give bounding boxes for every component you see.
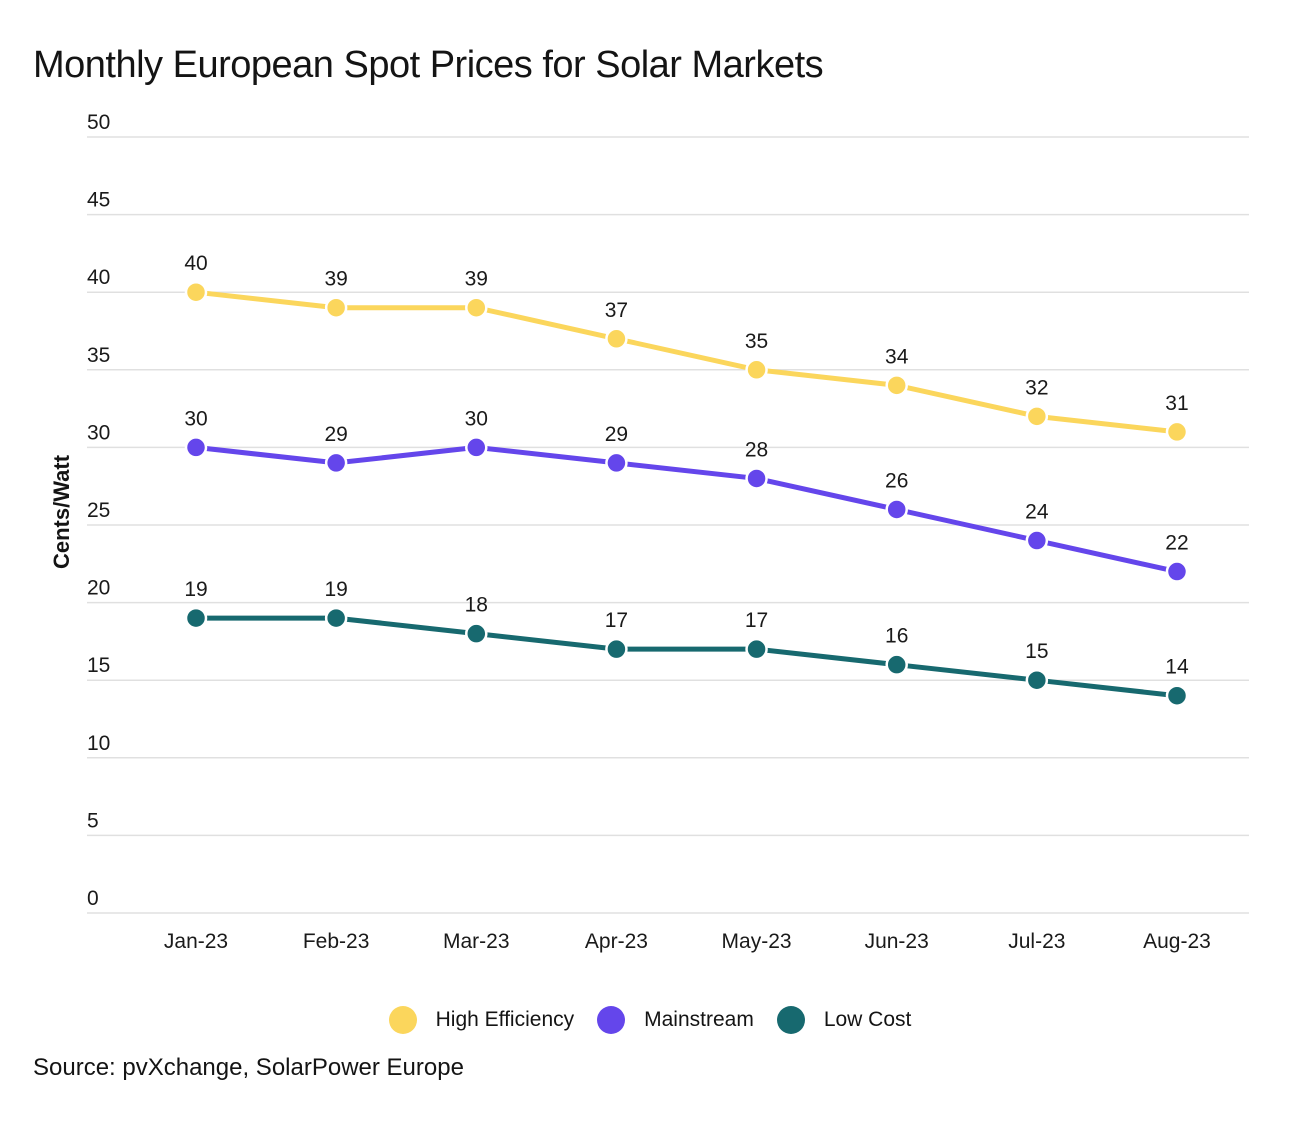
legend-item-high-efficiency: High Efficiency (388, 1006, 575, 1034)
source-note: Source: pvXchange, SolarPower Europe (33, 1054, 464, 1081)
data-label-low-cost: 17 (605, 609, 628, 632)
data-point-high-efficiency (465, 296, 488, 319)
x-tick-label: Apr-23 (585, 930, 648, 953)
data-point-high-efficiency (184, 280, 208, 304)
x-tick-label: Feb-23 (303, 930, 370, 953)
legend-swatch-icon (597, 1006, 626, 1034)
data-point-mainstream (605, 451, 628, 475)
data-point-low-cost (605, 637, 628, 661)
data-label-mainstream: 30 (465, 407, 488, 430)
data-point-low-cost (745, 637, 768, 661)
chart-title: Monthly European Spot Prices for Solar M… (33, 44, 824, 86)
y-tick-label: 35 (87, 344, 110, 367)
data-label-mainstream: 29 (324, 423, 347, 446)
data-label-low-cost: 19 (184, 578, 207, 601)
data-label-high-efficiency: 35 (745, 330, 768, 353)
data-point-high-efficiency (1165, 420, 1189, 444)
data-point-high-efficiency (885, 374, 908, 397)
data-label-high-efficiency: 37 (605, 299, 628, 322)
data-point-high-efficiency (605, 327, 628, 351)
y-tick-label: 25 (87, 499, 110, 522)
series-line-low-cost (193, 615, 1180, 699)
data-label-mainstream: 29 (605, 423, 628, 446)
data-label-low-cost: 19 (324, 578, 347, 601)
legend-item-mainstream: Mainstream (597, 1006, 754, 1034)
data-point-high-efficiency (1025, 405, 1049, 428)
y-tick-label: 15 (87, 654, 110, 677)
data-label-mainstream: 26 (885, 469, 908, 492)
data-label-high-efficiency: 32 (1025, 376, 1048, 399)
data-label-mainstream: 28 (745, 438, 768, 461)
data-point-mainstream (885, 498, 908, 521)
data-label-high-efficiency: 40 (184, 252, 207, 275)
data-label-mainstream: 22 (1165, 532, 1188, 555)
x-tick-label: Jul-23 (1008, 930, 1065, 953)
data-point-high-efficiency (745, 358, 768, 382)
y-tick-label: 5 (87, 809, 99, 832)
data-point-mainstream (184, 436, 208, 459)
data-label-high-efficiency: 31 (1165, 392, 1188, 415)
x-tick-label: Jun-23 (865, 930, 929, 953)
legend-swatch-icon (388, 1006, 417, 1034)
data-point-low-cost (184, 606, 208, 630)
data-point-mainstream (1025, 529, 1049, 552)
y-tick-label: 50 (87, 111, 110, 134)
data-point-low-cost (1025, 668, 1049, 692)
y-tick-label: 10 (87, 732, 110, 755)
legend-swatch-icon (776, 1006, 805, 1034)
series-line-high-efficiency (193, 289, 1180, 435)
data-label-low-cost: 17 (745, 609, 768, 632)
legend: High Efficiency Mainstream Low Cost (0, 1006, 1300, 1034)
y-tick-label: 30 (87, 421, 110, 444)
chart-svg: 0 5 10 15 20 25 30 35 40 45 50 Jan-23 Feb-23 Mar-23 Ap… (87, 111, 1249, 953)
data-label-low-cost: 15 (1025, 640, 1048, 663)
data-point-mainstream (745, 467, 768, 490)
y-tick-label: 0 (87, 887, 99, 910)
legend-item-low-cost: Low Cost (776, 1006, 912, 1034)
data-point-high-efficiency (324, 296, 348, 319)
legend-label: High Efficiency (435, 1008, 575, 1031)
y-tick-label: 40 (87, 266, 110, 289)
legend-label: Low Cost (823, 1008, 912, 1031)
data-point-mainstream (324, 451, 348, 475)
data-label-low-cost: 16 (885, 625, 908, 648)
x-tick-label: Jan-23 (164, 930, 228, 953)
data-point-low-cost (1165, 684, 1189, 707)
data-point-mainstream (465, 436, 488, 459)
y-tick-label: 20 (87, 577, 110, 600)
data-label-high-efficiency: 34 (885, 345, 909, 368)
data-point-low-cost (324, 606, 348, 630)
y-tick-label: 45 (87, 189, 110, 212)
x-tick-label: Mar-23 (443, 930, 510, 953)
data-point-low-cost (885, 653, 908, 676)
data-label-high-efficiency: 39 (324, 268, 347, 291)
data-label-low-cost: 14 (1165, 656, 1189, 679)
x-tick-label: May-23 (722, 930, 792, 953)
data-label-low-cost: 18 (465, 594, 488, 617)
data-point-mainstream (1165, 560, 1189, 583)
data-point-low-cost (465, 622, 488, 645)
x-tick-label: Aug-23 (1143, 930, 1211, 953)
legend-label: Mainstream (644, 1008, 754, 1031)
data-label-mainstream: 30 (184, 407, 207, 430)
series-line-mainstream (193, 444, 1180, 575)
data-label-mainstream: 24 (1025, 501, 1049, 524)
data-label-high-efficiency: 39 (465, 268, 488, 291)
